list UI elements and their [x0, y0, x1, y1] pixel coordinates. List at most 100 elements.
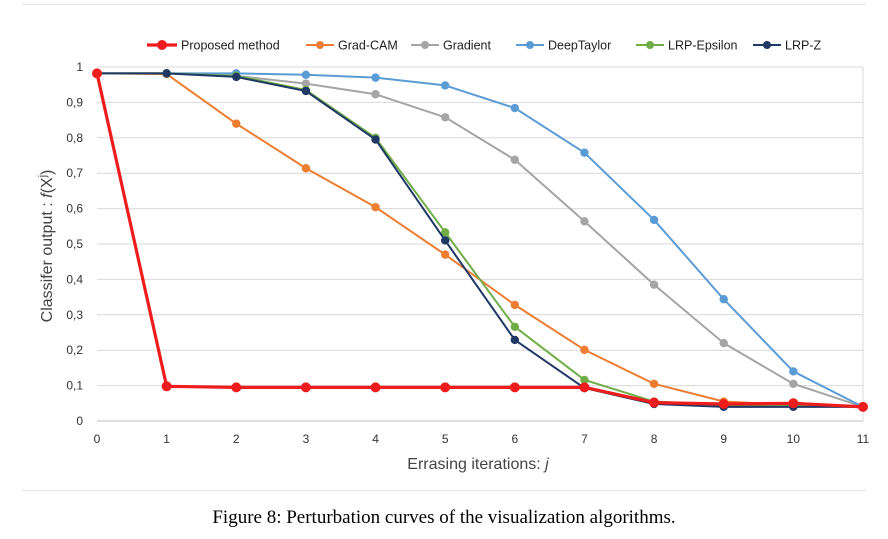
- data-point-grad-cam: [649, 379, 659, 389]
- x-tick-label: 11: [857, 432, 870, 446]
- data-point-gradient: [510, 155, 520, 164]
- legend-item-deeptaylor: DeepTaylor: [516, 39, 611, 53]
- perturbation-chart: 0 0,1 0,2 0,3 0,4 0,5 0,6 0,7 0,8 0,9 10 1 2 3 4 5 6 7 8 9 1…: [37, 39, 870, 474]
- data-point-gradient: [371, 90, 380, 99]
- legend-label: LRP-Z: [785, 39, 821, 53]
- data-point-lrp-z: [510, 335, 520, 345]
- data-point-proposed-method: [858, 401, 868, 412]
- data-point-grad-cam: [371, 202, 380, 212]
- legend-item-gradient: Gradient: [411, 39, 491, 53]
- axes: 0 0,1 0,2 0,3 0,4 0,5 0,6 0,7 0,8 0,9 10 1 2 3 4 5 6 7 8 9 1…: [66, 60, 869, 446]
- data-point-deeptaylor: [719, 295, 728, 304]
- y-tick-label: 0,4: [66, 272, 83, 286]
- series-proposed-method: [92, 68, 868, 412]
- data-point-proposed-method: [440, 382, 451, 393]
- legend-item-lrp-z: LRP-Z: [753, 39, 821, 53]
- data-point-gradient: [580, 217, 589, 226]
- legend-swatch-marker: [526, 41, 534, 49]
- y-tick-label: 0,2: [66, 343, 83, 357]
- data-point-grad-cam: [232, 119, 241, 128]
- series-gradient: [92, 69, 868, 412]
- y-tick-label: 1: [76, 60, 83, 74]
- y-tick-label: 0,1: [66, 379, 83, 393]
- x-tick-label: 5: [442, 432, 449, 446]
- x-axis-label: Errasing iterations: j: [407, 456, 549, 473]
- top-divider: [22, 4, 866, 5]
- legend-label: Proposed method: [181, 39, 280, 53]
- x-tick-label: 1: [163, 432, 170, 446]
- legend-swatch-marker: [763, 41, 771, 49]
- data-point-lrp-z: [162, 69, 171, 78]
- data-point-grad-cam: [440, 250, 450, 259]
- legend-label: DeepTaylor: [548, 39, 611, 53]
- data-point-grad-cam: [301, 164, 311, 173]
- legend-label: Grad-CAM: [338, 39, 398, 53]
- data-point-proposed-method: [300, 382, 311, 393]
- x-tick-label: 4: [372, 432, 379, 446]
- legend-label: Gradient: [443, 39, 491, 53]
- data-point-lrp-epsilon: [580, 375, 589, 385]
- x-tick-label: 3: [303, 432, 310, 446]
- y-tick-label: 0,9: [66, 95, 83, 109]
- x-tick-label: 10: [787, 432, 801, 446]
- legend-swatch-marker: [316, 41, 324, 49]
- legend-label: LRP-Epsilon: [668, 39, 738, 53]
- y-tick-label: 0,3: [66, 308, 83, 322]
- x-tick-label: 9: [720, 432, 727, 446]
- data-point-proposed-method: [231, 382, 242, 393]
- data-point-proposed-method: [161, 381, 172, 392]
- legend-swatch-marker: [646, 41, 654, 49]
- data-point-deeptaylor: [580, 148, 589, 157]
- x-tick-label: 6: [511, 432, 518, 446]
- data-point-grad-cam: [580, 345, 589, 355]
- data-point-lrp-epsilon: [440, 228, 450, 237]
- data-point-proposed-method: [370, 382, 381, 393]
- y-tick-label: 0,8: [66, 131, 83, 145]
- series-lines: [92, 68, 868, 412]
- legend-item-lrp-epsilon: LRP-Epsilon: [636, 39, 738, 53]
- data-point-gradient: [719, 338, 728, 348]
- data-point-deeptaylor: [301, 70, 311, 79]
- y-tick-label: 0,5: [66, 237, 83, 251]
- data-point-proposed-method: [509, 382, 520, 393]
- data-point-proposed-method: [788, 398, 799, 409]
- data-point-gradient: [301, 79, 311, 88]
- legend-swatch-marker: [157, 40, 167, 50]
- grid-lines: [97, 66, 864, 422]
- x-tick-label: 0: [94, 432, 101, 446]
- series-line-deeptaylor: [97, 72, 864, 408]
- data-point-gradient: [649, 280, 659, 289]
- data-point-deeptaylor: [649, 215, 659, 225]
- legend-swatch-marker: [421, 41, 429, 49]
- x-tick-label: 8: [651, 432, 658, 446]
- bottom-divider: [22, 490, 866, 491]
- data-point-deeptaylor: [371, 73, 380, 82]
- data-point-gradient: [789, 379, 798, 389]
- series-line-gradient: [97, 72, 864, 408]
- figure-caption: Figure 8: Perturbation curves of the vis…: [212, 507, 676, 528]
- data-point-deeptaylor: [510, 103, 520, 113]
- data-point-lrp-z: [232, 72, 241, 82]
- data-point-deeptaylor: [440, 81, 450, 90]
- data-point-gradient: [440, 113, 450, 122]
- data-point-grad-cam: [510, 300, 520, 310]
- data-point-lrp-epsilon: [510, 322, 520, 332]
- data-point-lrp-z: [440, 236, 450, 245]
- series-line-proposed-method: [95, 73, 864, 409]
- legend-item-proposed-method: Proposed method: [147, 39, 280, 53]
- legend-item-grad-cam: Grad-CAM: [306, 39, 398, 53]
- data-point-proposed-method: [718, 399, 729, 410]
- data-point-lrp-z: [301, 86, 311, 96]
- data-point-lrp-z: [371, 135, 380, 144]
- y-tick-label: 0,6: [66, 202, 83, 216]
- data-point-proposed-method: [579, 382, 590, 393]
- data-point-proposed-method: [649, 397, 660, 408]
- x-tick-label: 2: [233, 432, 240, 446]
- series-line-lrp-z: [97, 72, 863, 408]
- legend: Proposed method Grad-CAM Gradient DeepTaylo…: [147, 39, 821, 53]
- data-point-deeptaylor: [789, 367, 798, 376]
- y-tick-label: 0,7: [66, 166, 83, 180]
- y-axis-label: Classifer output : f(Xj): [37, 170, 56, 323]
- x-tick-label: 7: [581, 432, 588, 446]
